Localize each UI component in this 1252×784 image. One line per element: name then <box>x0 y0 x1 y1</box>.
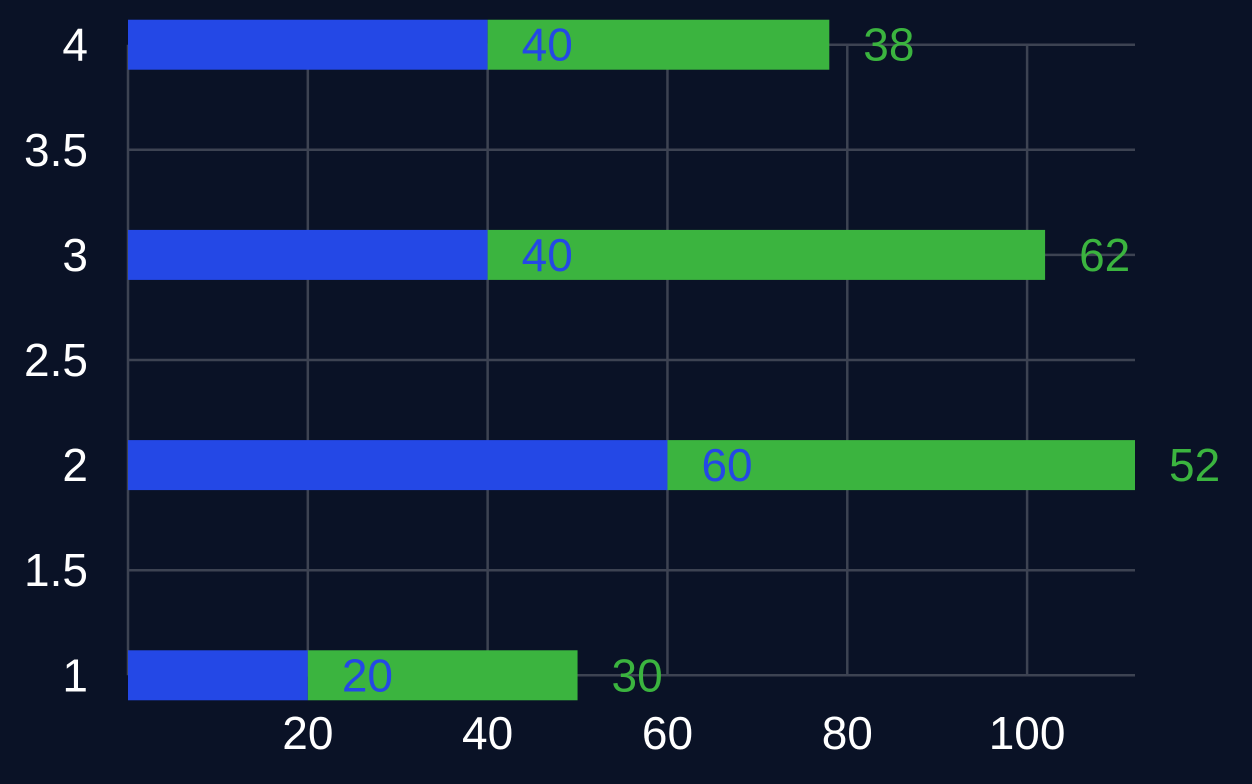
y-tick-label: 3 <box>62 229 88 281</box>
y-tick-label: 3.5 <box>24 124 88 176</box>
y-tick-label: 1 <box>62 649 88 701</box>
y-tick-label: 4 <box>62 19 88 71</box>
y-tick-label: 1.5 <box>24 544 88 596</box>
data-label-series-2-y-1: 30 <box>612 649 663 701</box>
data-label-series-1-y-2: 60 <box>701 439 752 491</box>
bar-series-2-y-1 <box>307 650 578 701</box>
data-label-series-1-y-4: 40 <box>522 19 573 71</box>
data-label-series-2-y-4: 38 <box>863 19 914 71</box>
bar-series-2-y-2 <box>667 440 1135 491</box>
bar-series-1-y-4 <box>128 19 488 70</box>
y-tick-label: 2.5 <box>24 334 88 386</box>
data-label-series-2-y-2: 52 <box>1169 439 1220 491</box>
data-label-series-1-y-3: 40 <box>522 229 573 281</box>
bar-series-1-y-1 <box>128 650 308 701</box>
x-tick-label: 60 <box>642 707 693 759</box>
x-tick-label: 20 <box>282 707 333 759</box>
bar-series-2-y-3 <box>487 229 1046 280</box>
bar-series-2-y-4 <box>487 19 830 70</box>
bars <box>128 19 1135 701</box>
x-tick-label: 80 <box>822 707 873 759</box>
bar-series-1-y-3 <box>128 229 488 280</box>
data-labels: 20 30 60 52 40 62 40 38 <box>342 19 1220 702</box>
x-tick-label: 100 <box>989 707 1066 759</box>
y-tick-label: 2 <box>62 439 88 491</box>
bar-series-1-y-2 <box>128 440 668 491</box>
x-axis: 20 40 60 80 100 <box>282 707 1065 759</box>
x-tick-label: 40 <box>462 707 513 759</box>
y-axis: 1 1.5 2 2.5 3 3.5 4 <box>24 19 88 702</box>
data-label-series-2-y-3: 62 <box>1079 229 1130 281</box>
data-label-series-1-y-1: 20 <box>342 649 393 701</box>
